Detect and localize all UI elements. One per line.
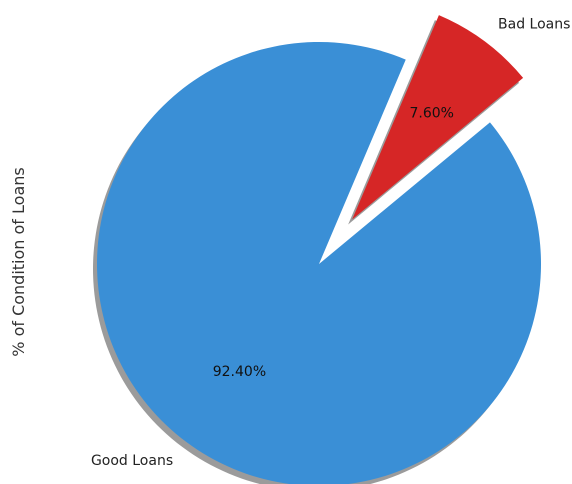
pie-slices <box>97 15 541 484</box>
slice-percent-good-loans: 92.40% <box>213 364 266 380</box>
pie-slice-good-loans <box>97 42 541 484</box>
slice-label-bad-loans: Bad Loans <box>498 17 570 33</box>
slice-label-good-loans: Good Loans <box>91 453 173 469</box>
y-axis-label: % of Condition of Loans <box>9 167 28 356</box>
pie-labels: Good Loans 92.40% Bad Loans 7.60% <box>91 17 570 469</box>
pie-slice-bad-loans <box>352 15 524 220</box>
slice-percent-bad-loans: 7.60% <box>409 106 453 122</box>
